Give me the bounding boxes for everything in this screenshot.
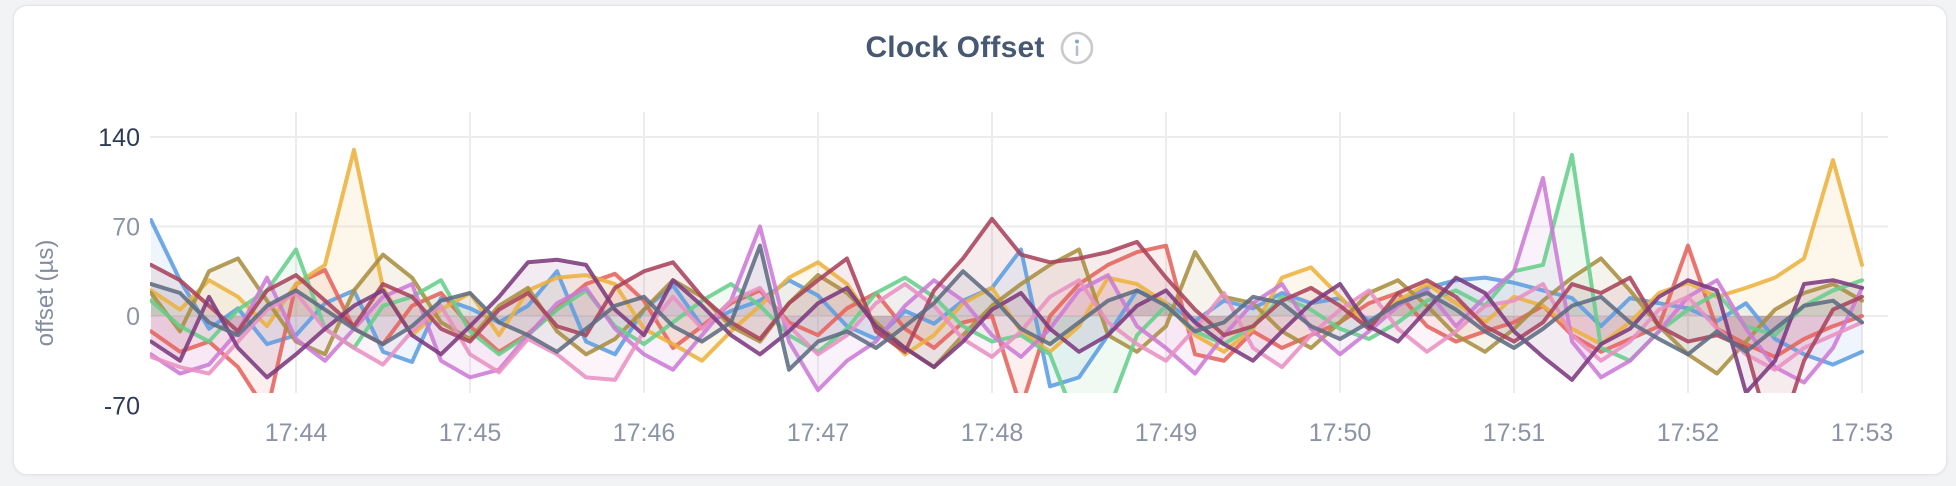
chart-title: Clock Offset (865, 31, 1045, 64)
plot-area[interactable] (150, 100, 1888, 393)
info-icon[interactable] (1059, 30, 1095, 66)
chart-header: Clock Offset (14, 30, 1946, 66)
